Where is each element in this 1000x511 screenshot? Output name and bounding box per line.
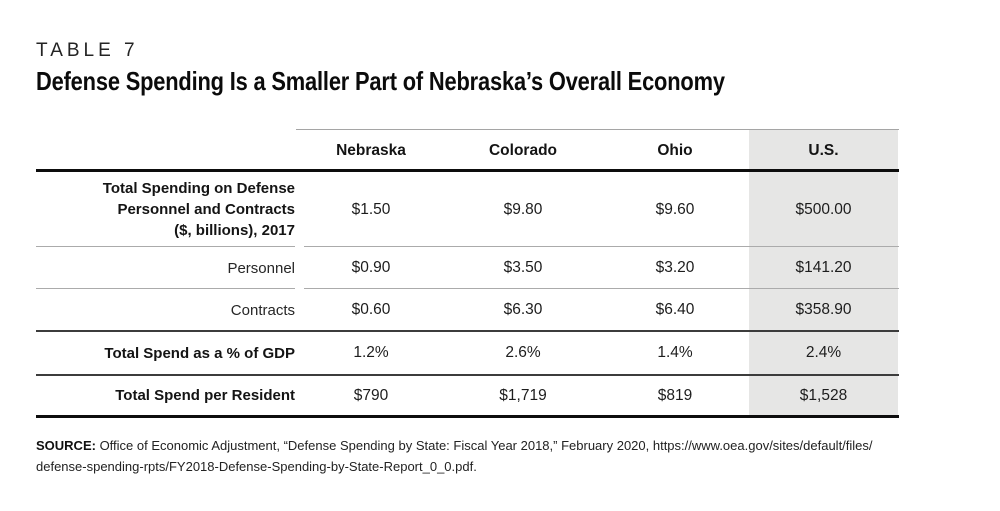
cell-total-spending-colorado: $9.80 [503,200,543,218]
row-label-total-spending: Total Spending on Defense Personnel and … [36,172,295,247]
cell-pct-gdp-ohio: 1.4% [657,344,693,361]
cell-total-spending-us: $500.00 [795,200,852,218]
source-prefix: SOURCE: [36,438,96,453]
column-header-us: U.S. [808,141,839,159]
header-top-rule [296,129,899,130]
cell-per-resident-us: $1,528 [799,386,848,404]
cell-total-spending-ohio: $9.60 [655,200,695,218]
column-header-colorado: Colorado [488,141,558,159]
source-line-1: SOURCE: Office of Economic Adjustment, “… [36,435,986,456]
row-separator [304,288,899,289]
source-line-2: defense-spending-rpts/FY2018-Defense-Spe… [36,459,477,474]
cell-per-resident-ohio: $819 [657,386,693,404]
cell-contracts-nebraska: $0.60 [351,301,391,318]
cell-personnel-nebraska: $0.90 [351,259,391,276]
column-header-nebraska: Nebraska [336,141,406,159]
cell-total-spending-nebraska: $1.50 [351,200,391,218]
row-label-per-resident: Total Spend per Resident [115,387,295,404]
source-note: SOURCE: Office of Economic Adjustment, “… [36,435,986,477]
cell-per-resident-nebraska: $790 [353,386,389,404]
row-separator [36,246,295,247]
row-label-contracts: Contracts [230,301,295,319]
row-label-pct-gdp: Total Spend as a % of GDP [104,344,295,362]
row-label-total-spending-lines: Total Spending on Defense Personnel and … [102,180,295,239]
section-rule [36,374,899,376]
cell-contracts-colorado: $6.30 [503,301,543,318]
cell-per-resident-colorado: $1,719 [499,386,547,404]
header-bottom-rule [36,169,899,172]
cell-contracts-ohio: $6.40 [655,301,695,318]
row-label-personnel: Personnel [227,259,295,277]
column-header-ohio: Ohio [657,141,693,159]
cell-pct-gdp-colorado: 2.6% [505,344,541,361]
cell-contracts-us: $358.90 [795,301,852,318]
section-rule [36,330,899,332]
row-separator [36,288,295,289]
cell-pct-gdp-us: 2.4% [805,344,842,361]
cell-personnel-ohio: $3.20 [655,259,695,276]
table-bottom-rule [36,415,899,418]
cell-pct-gdp-nebraska: 1.2% [353,344,389,361]
cell-personnel-us: $141.20 [795,259,852,276]
row-separator [304,246,899,247]
source-text: Office of Economic Adjustment, “Defense … [95,438,873,453]
table-title: Defense Spending Is a Smaller Part of Ne… [36,66,725,96]
us-column-highlight [749,130,898,416]
table-number: TABLE 7 [36,40,139,61]
cell-personnel-colorado: $3.50 [503,259,543,276]
